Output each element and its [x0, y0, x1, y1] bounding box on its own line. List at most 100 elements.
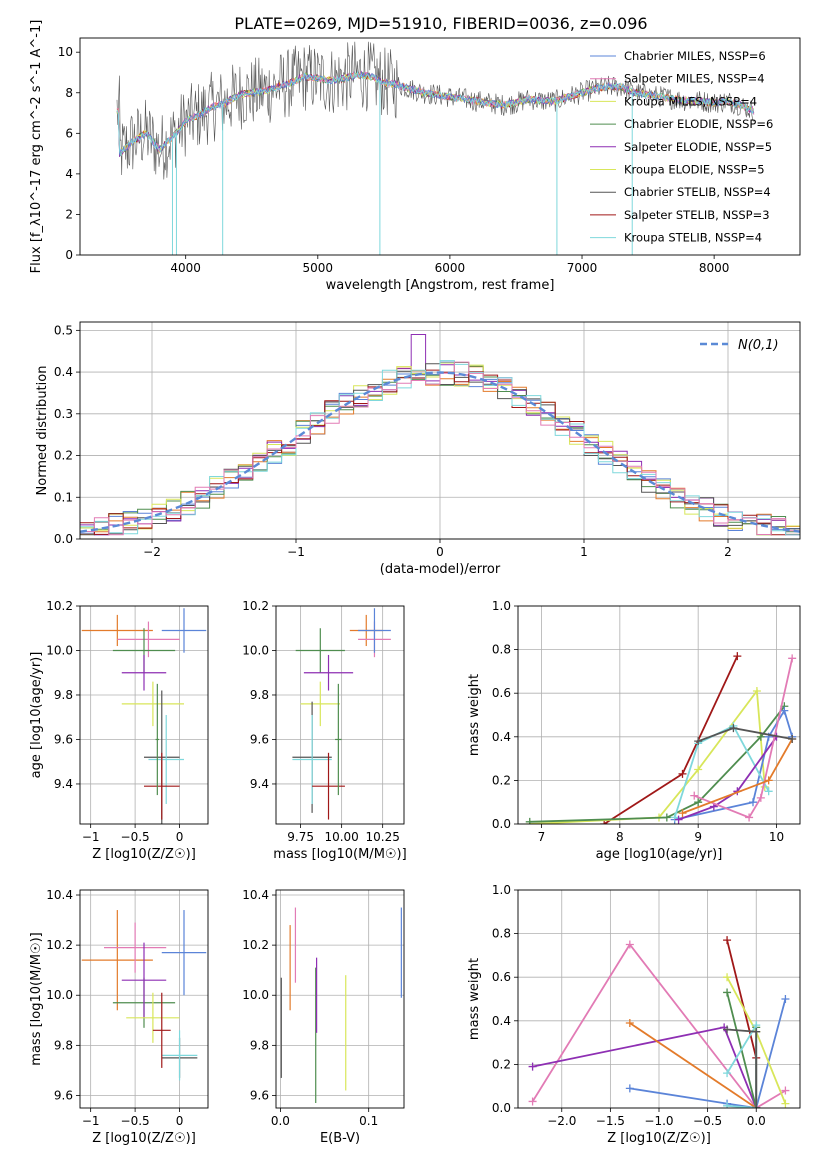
y-tick-label: 10 [58, 45, 73, 59]
y-tick-label: 9.4 [54, 777, 73, 791]
x-tick-label: −0.5 [121, 1114, 150, 1128]
data-point [694, 737, 703, 746]
x-tick-label: 1 [580, 545, 588, 559]
data-point [528, 1062, 537, 1071]
data-point [788, 654, 797, 663]
figure-title: PLATE=0269, MJD=51910, FIBERID=0036, z=0… [234, 14, 647, 33]
y-tick-label: 0.0 [492, 1101, 511, 1115]
legend-label: Kroupa ELODIE, NSSP=5 [624, 163, 765, 177]
legend-label: Salpeter ELODIE, NSSP=5 [624, 140, 772, 154]
data-point [525, 817, 534, 824]
x-tick-label: 0.1 [359, 1114, 378, 1128]
y-tick-label: 9.6 [250, 732, 269, 746]
data-point [674, 815, 683, 824]
x-tick-label: 0.0 [271, 1114, 290, 1128]
y-tick-label: 10.0 [242, 988, 269, 1002]
legend-label: Kroupa MILES, NSSP=4 [624, 94, 757, 108]
legend-label: Salpeter STELIB, NSSP=3 [624, 208, 770, 222]
panel-mass_weight_vs_Z: −2.0 −1.5 −1.0 −0.5 0.0 0.0 0.2 0.4 0.6 0.8 1.0 Z [… [467, 883, 801, 1146]
y-tick-label: 4 [65, 167, 73, 181]
legend-label: Kroupa STELIB, NSSP=4 [624, 231, 762, 245]
y-tick-label: 0.6 [492, 970, 511, 984]
legend-label: Chabrier ELODIE, NSSP=6 [624, 117, 773, 131]
y-tick-label: 9.8 [54, 1038, 73, 1052]
data-point [788, 734, 797, 743]
panel-age_vs_mass: 9.75 10.00 10.25 9.4 9.6 9.8 10.0 10.2 mass [log… [242, 599, 406, 862]
y-axis-label: mass weight [467, 958, 482, 1040]
y-tick-label: 0.0 [54, 532, 73, 546]
y-tick-label: 9.6 [54, 1088, 73, 1102]
x-axis-label: wavelength [Angstrom, rest frame] [326, 278, 555, 293]
y-tick-label: 9.6 [250, 1088, 269, 1102]
y-tick-label: 10.4 [46, 888, 73, 902]
x-tick-label: −1.5 [596, 1114, 625, 1128]
data-point [528, 1097, 537, 1106]
x-axis-label: (data-model)/error [380, 562, 501, 577]
y-tick-label: 10.2 [242, 599, 269, 613]
x-tick-label: 6000 [435, 261, 466, 275]
y-tick-label: 9.8 [250, 1038, 269, 1052]
data-point [723, 1025, 732, 1034]
y-tick-label: 10.2 [242, 938, 269, 952]
data-point [729, 724, 738, 733]
x-tick-label: 0 [436, 545, 444, 559]
plot-area [280, 907, 402, 1103]
data-point [694, 765, 703, 774]
y-tick-label: 0.8 [492, 927, 511, 941]
x-tick-label: −2.0 [547, 1114, 576, 1128]
panel-residuals: −2 −1 0 1 2 0.0 0.1 0.2 0.3 0.4 0.5 (data-model)/er… [35, 321, 801, 577]
y-tick-label: 0.8 [492, 643, 511, 657]
y-axis-label: mass [log10(M/M☉)] [29, 932, 44, 1065]
data-point [678, 809, 687, 818]
y-tick-label: 0.5 [54, 323, 73, 337]
series-line [531, 942, 786, 1108]
x-tick-label: 0 [176, 830, 184, 844]
data-point [749, 798, 757, 807]
data-point [662, 813, 671, 822]
y-tick-label: 10.0 [46, 643, 73, 657]
series-line [673, 724, 770, 818]
panel-mass_weight_vs_age: 7 8 9 10 0.0 0.2 0.4 0.6 0.8 1.0 age [log10(age/yr… [467, 599, 801, 862]
x-tick-label: 10.00 [324, 830, 358, 844]
series-line [629, 998, 787, 1108]
data-point [678, 769, 687, 778]
y-tick-label: 0.1 [54, 490, 73, 504]
x-tick-label: 2 [724, 545, 732, 559]
y-axis-label: Flux [f_λ10^-17 erg cm^-2 s^-1 A^-1] [29, 20, 44, 274]
x-tick-label: −1 [82, 1114, 100, 1128]
panel-mass_vs_ebv: 0.0 0.1 9.6 9.8 10.0 10.2 10.4 E(B-V) [242, 888, 405, 1146]
data-point [752, 687, 761, 696]
data-point [780, 706, 789, 715]
series-line [678, 736, 778, 821]
series-line [529, 688, 766, 824]
axes-frame [275, 605, 405, 825]
legend-label: Chabrier STELIB, NSSP=4 [624, 185, 771, 199]
y-tick-label: 0.3 [54, 407, 73, 421]
plot-area [292, 608, 391, 820]
x-tick-label: 7000 [567, 261, 598, 275]
data-point [723, 1101, 732, 1108]
y-tick-label: 9.8 [250, 688, 269, 702]
y-tick-label: 9.4 [250, 777, 269, 791]
data-point [600, 820, 609, 824]
data-point [756, 732, 765, 741]
x-axis-label: Z [log10(Z/Z☉)] [92, 847, 196, 862]
histogram-pink [80, 361, 800, 536]
y-tick-label: 8 [65, 86, 73, 100]
spectrum-line-chab_miles [116, 72, 755, 155]
x-tick-label: 10 [769, 830, 784, 844]
data-point [690, 791, 699, 800]
y-tick-label: 10.2 [46, 599, 73, 613]
x-tick-label: 9.75 [287, 830, 314, 844]
panel-age_vs_Z: −1 −0.5 0 9.4 9.6 9.8 10.0 10.2 Z [log10(Z/Z☉)] a… [29, 599, 209, 862]
plot-area [525, 652, 797, 824]
x-tick-label: −0.5 [121, 830, 150, 844]
x-axis-label: Z [log10(Z/Z☉)] [607, 1131, 711, 1146]
y-tick-label: 10.0 [242, 643, 269, 657]
panel-spectrum: 4000 5000 6000 7000 8000 0 2 4 6 8 10 wavelength [A… [29, 20, 801, 293]
data-point [723, 936, 732, 945]
axes-frame [517, 605, 801, 825]
data-point [625, 940, 634, 949]
x-tick-label: 7 [538, 830, 546, 844]
